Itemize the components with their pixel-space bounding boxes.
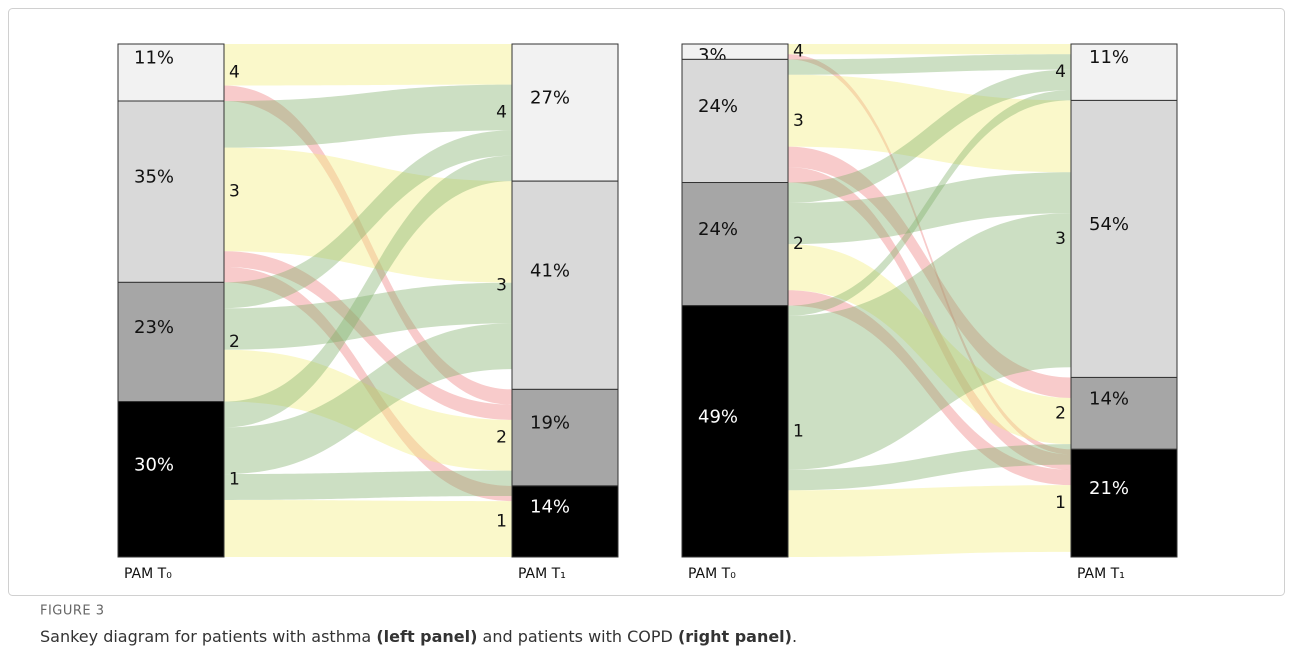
flow: [224, 147, 512, 283]
node-value-label: 24%: [698, 96, 738, 117]
node: [511, 388, 619, 487]
node: [511, 180, 619, 390]
figure-frame: [8, 8, 1285, 596]
node-value-label: 49%: [698, 406, 738, 427]
flow: [224, 266, 512, 502]
flow: [788, 146, 1071, 398]
caption-part: (left panel): [376, 627, 477, 646]
node-value-label: 27%: [530, 88, 570, 109]
level-label: 4: [496, 103, 507, 123]
node: [1070, 43, 1178, 101]
node-value-label: 30%: [134, 454, 174, 475]
flow: [788, 485, 1071, 557]
flow: [224, 251, 512, 420]
caption-text: Sankey diagram for patients with asthma …: [40, 627, 797, 646]
axis-label: PAM T₀: [688, 566, 736, 582]
flow: [788, 69, 1071, 204]
level-label: 3: [1055, 229, 1066, 249]
node-value-label: 24%: [698, 219, 738, 240]
level-label: 1: [1055, 493, 1066, 513]
flow: [788, 244, 1071, 445]
node-value-label: 35%: [134, 167, 174, 188]
flow: [224, 470, 512, 500]
flow: [788, 74, 1071, 173]
flow: [788, 90, 1071, 316]
level-label: 2: [229, 332, 240, 352]
plots: 11% 4 35% 3 23% 2 30% 1 PAM T₀ 27% 4 41% 3 19% 2 14% 1 PA…: [117, 42, 1178, 582]
node-value-label: 14%: [530, 496, 570, 517]
node: [1070, 448, 1178, 558]
flow: [224, 85, 512, 405]
level-label: 4: [793, 42, 804, 62]
sankey-panel: 11% 4 35% 3 23% 2 30% 1 PAM T₀ 27% 4 41% 3 19% 2 14% 1 PA…: [117, 43, 619, 582]
flow: [788, 444, 1071, 491]
flow: [788, 213, 1071, 470]
axis-label: PAM T₁: [518, 566, 566, 582]
level-label: 3: [793, 111, 804, 131]
flow: [788, 167, 1071, 470]
axis-label: PAM T₁: [1077, 566, 1125, 582]
node-value-label: 11%: [1089, 47, 1129, 68]
level-label: 3: [496, 275, 507, 295]
flow: [788, 172, 1071, 245]
node: [117, 281, 225, 403]
caption-part: .: [792, 627, 797, 646]
level-label: 1: [496, 511, 507, 531]
level-label: 2: [793, 234, 804, 254]
flow: [224, 44, 512, 86]
flow: [224, 155, 512, 428]
node: [117, 100, 225, 283]
flows: [224, 44, 512, 557]
node: [1070, 99, 1178, 378]
node-value-label: 54%: [1089, 214, 1129, 235]
flow: [224, 130, 512, 309]
node: [681, 58, 789, 184]
node-value-label: 14%: [1089, 388, 1129, 409]
caption-number: FIGURE 3: [40, 604, 105, 619]
node-value-label: 11%: [134, 48, 174, 69]
level-label: 1: [229, 469, 240, 489]
flows: [788, 44, 1071, 557]
caption-part: Sankey diagram for patients with asthma: [40, 627, 376, 646]
level-label: 3: [229, 182, 240, 202]
flow: [224, 282, 512, 350]
level-label: 4: [229, 63, 240, 83]
flow: [224, 323, 512, 475]
node: [511, 485, 619, 558]
node: [1070, 376, 1178, 450]
flow: [224, 500, 512, 557]
flow: [224, 349, 512, 471]
flow: [788, 290, 1071, 486]
level-label: 2: [1055, 403, 1066, 423]
flow: [788, 44, 1071, 55]
level-label: 1: [793, 421, 804, 441]
flow: [788, 54, 1071, 455]
axis-label: PAM T₀: [124, 566, 172, 582]
level-label: 2: [496, 428, 507, 448]
node: [117, 401, 225, 558]
node-value-label: 41%: [530, 260, 570, 281]
flow: [788, 54, 1071, 75]
level-label: 4: [1055, 62, 1066, 82]
node-value-label: 23%: [134, 317, 174, 338]
node-value-label: 21%: [1089, 478, 1129, 499]
node: [681, 182, 789, 307]
caption-part: and patients with COPD: [477, 627, 677, 646]
caption-part: (right panel): [678, 627, 792, 646]
node: [681, 305, 789, 558]
node-value-label: 19%: [530, 413, 570, 434]
node: [511, 43, 619, 182]
flow: [224, 84, 512, 148]
